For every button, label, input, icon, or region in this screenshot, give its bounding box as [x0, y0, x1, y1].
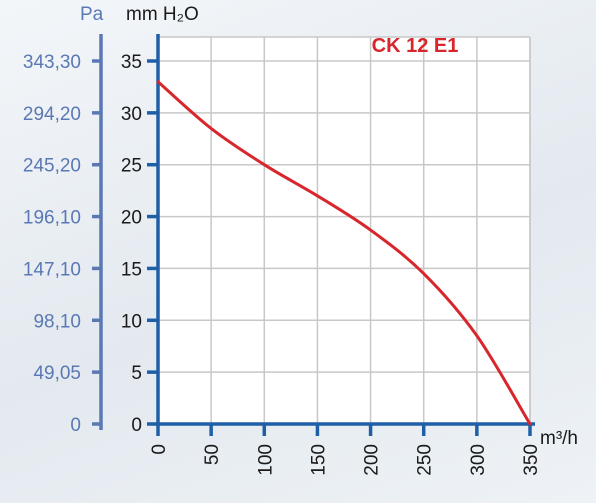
- series-line: [156, 80, 532, 426]
- x-axis: 0 50 100 150 200 250 300 350: [149, 422, 542, 476]
- y-axis-title: mm H₂O: [126, 4, 199, 25]
- y-tick-label: 0: [131, 415, 142, 436]
- pa-tick-label: 147,10: [23, 259, 81, 280]
- y-tick-label: 10: [121, 311, 142, 332]
- pa-tick-label: 245,20: [23, 156, 81, 177]
- y-tick-label: 5: [131, 363, 142, 384]
- grid: [158, 36, 531, 424]
- x-axis-title: m³/h: [540, 428, 578, 449]
- series-label: CK 12 E1: [372, 35, 459, 57]
- plot-background: [158, 37, 530, 424]
- x-tick-label: 50: [202, 444, 223, 465]
- y-tick-label: 30: [121, 104, 142, 125]
- y-tick-label: 35: [121, 52, 142, 73]
- x-tick-label: 300: [468, 444, 489, 476]
- x-tick-label: 0: [149, 444, 170, 455]
- x-tick-label: 100: [255, 444, 276, 476]
- pa-tick-label: 98,10: [33, 311, 81, 332]
- x-tick-label: 350: [521, 444, 542, 476]
- mm-axis: 0 5 10 15 20 25 30 35: [121, 34, 160, 436]
- pa-tick-label: 196,10: [23, 208, 81, 229]
- pa-axis: 0 49,05 98,10 147,10 196,10 245,20 294,20 343,3…: [23, 34, 103, 436]
- y-tick-label: 20: [121, 208, 142, 229]
- x-tick-label: 200: [362, 444, 383, 476]
- x-tick-label: 250: [415, 444, 436, 476]
- series-layer: CK 12 E1: [156, 35, 532, 426]
- pa-tick-label: 49,05: [33, 363, 81, 384]
- y-tick-label: 25: [121, 156, 142, 177]
- pa-tick-label: 343,30: [23, 52, 81, 73]
- pa-tick-label: 294,20: [23, 104, 81, 125]
- y-tick-label: 15: [121, 259, 142, 280]
- pa-axis-title: Pa: [80, 4, 104, 25]
- pa-tick-label: 0: [70, 415, 81, 436]
- x-tick-label: 150: [308, 444, 329, 476]
